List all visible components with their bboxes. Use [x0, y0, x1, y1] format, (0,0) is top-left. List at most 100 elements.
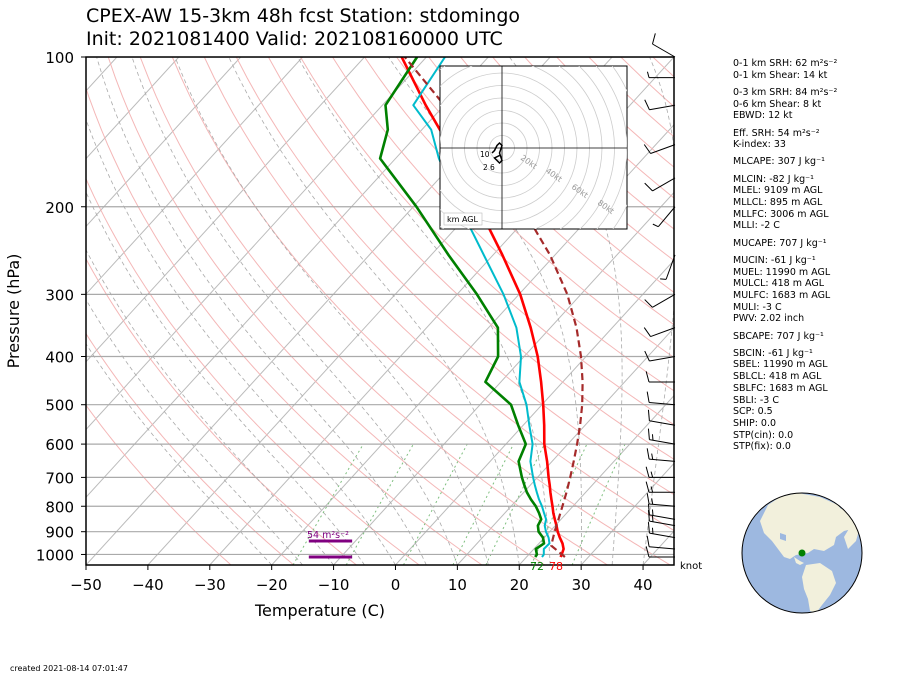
- x-tick-label: −20: [256, 576, 288, 594]
- dry-adiabat: [107, 57, 546, 565]
- index-row: SBLFC: 1683 m AGL: [733, 382, 828, 394]
- x-tick-label: −40: [132, 576, 164, 594]
- x-tick-label: 10: [448, 576, 467, 594]
- hodograph-level-label: 10: [480, 150, 490, 159]
- isotherm-line: [86, 57, 365, 363]
- index-row: 0-1 km Shear: 14 kt: [733, 69, 828, 81]
- wind-barb: [643, 327, 676, 338]
- moist-adiabat: [228, 57, 520, 565]
- wind-barb: [652, 33, 676, 58]
- y-axis-label: Pressure (hPa): [4, 254, 23, 369]
- index-row: MUCIN: -61 J kg⁻¹: [733, 254, 816, 266]
- dry-adiabat: [86, 177, 420, 565]
- mixing-ratio-line: [292, 443, 364, 565]
- wind-barb: [646, 391, 676, 406]
- moist-adiabat: [86, 118, 396, 565]
- index-row: MULCL: 418 m AGL: [733, 278, 825, 290]
- x-tick-label: −10: [318, 576, 350, 594]
- wind-barb: [652, 206, 676, 228]
- wind-barb: [646, 535, 676, 550]
- wind-barb: [647, 510, 676, 527]
- moist-adiabat: [642, 57, 674, 565]
- created-timestamp: created 2021-08-14 07:01:47: [10, 664, 128, 673]
- isotherm-line: [395, 259, 674, 565]
- hodograph-level-label: 6: [490, 163, 495, 172]
- index-row: MLCIN: -82 J kg⁻¹: [733, 173, 814, 185]
- x-axis-label: Temperature (C): [254, 601, 385, 620]
- index-row: MLLI: -2 C: [733, 220, 780, 232]
- dry-adiabat: [428, 57, 674, 293]
- plot-frame: [85, 56, 675, 566]
- wind-barb: [645, 546, 675, 558]
- wind-barb: [643, 144, 676, 154]
- index-row: STP(cin): 0.0: [733, 429, 794, 441]
- station-marker: [798, 549, 806, 557]
- wind-barb: [647, 522, 676, 539]
- wind-barb: [645, 371, 675, 383]
- srh-label: 54 m²s⁻²: [307, 530, 349, 541]
- moist-adiabat: [297, 57, 551, 565]
- wetbulb-profile: [412, 57, 551, 558]
- isotherm-line: [580, 462, 674, 565]
- wind-barb: [644, 350, 676, 362]
- y-tick-label: 700: [45, 469, 74, 487]
- moist-adiabat: [131, 57, 458, 565]
- wind-barb: [660, 254, 676, 280]
- hodograph-level-label: 2: [483, 163, 488, 172]
- dry-adiabat: [139, 57, 608, 565]
- dry-adiabat: [364, 57, 674, 359]
- chart-title-line2: Init: 2021081400 Valid: 202108160000 UTC: [86, 28, 503, 50]
- srh-bars: [308, 539, 353, 559]
- hodograph-corner-label: km AGL: [447, 215, 479, 224]
- isotherm-line: [271, 123, 674, 565]
- wind-barb: [646, 448, 676, 462]
- index-row: K-index: 33: [733, 139, 786, 151]
- axes: −50 −40 −30 −20 −10 0 10 20 30 40 100 200 300 400 500 6…: [36, 49, 675, 594]
- temperature-profile: [400, 57, 565, 558]
- y-tick-label: 100: [45, 49, 74, 67]
- moist-adiabat: [86, 191, 365, 565]
- y-tick-label: 800: [45, 498, 74, 516]
- x-tick-label: 0: [391, 576, 401, 594]
- y-tick-label: 500: [45, 397, 74, 415]
- index-row: MULFC: 1683 m AGL: [733, 289, 831, 301]
- index-row: SBLCL: 418 m AGL: [733, 371, 822, 383]
- mixing-ratio-line: [452, 443, 514, 565]
- wind-barb: [645, 481, 675, 493]
- isotherm-line: [86, 57, 242, 228]
- isotherm-line: [86, 57, 180, 160]
- moist-adiabat: [86, 343, 272, 565]
- index-row: MLCAPE: 307 J kg⁻¹: [733, 156, 825, 168]
- dry-adiabat: [86, 86, 483, 565]
- dewpoint-profile: [378, 57, 546, 558]
- mixing-ratio-line: [530, 443, 588, 565]
- dry-adiabat: [86, 332, 295, 565]
- index-row: MUCAPE: 707 J kg⁻¹: [733, 237, 827, 249]
- index-row: STP(fix): 0.0: [733, 441, 791, 453]
- index-row: SBCAPE: 707 J kg⁻¹: [733, 330, 824, 342]
- index-row: MULI: -3 C: [733, 301, 782, 313]
- isotherm-line: [86, 57, 427, 431]
- dry-adiabat: [86, 404, 232, 565]
- index-row: MLLCL: 895 m AGL: [733, 197, 823, 208]
- hodograph-trace: [491, 141, 503, 165]
- index-row: 0-3 km SRH: 84 m²s⁻²: [733, 86, 838, 98]
- y-tick-label: 300: [45, 286, 74, 304]
- index-row: SBLI: -3 C: [733, 394, 779, 406]
- index-row: MLLFC: 3006 m AGL: [733, 208, 829, 220]
- wind-barb: [647, 409, 676, 426]
- dry-adiabat: [396, 57, 674, 326]
- isotherm-line: [86, 57, 489, 499]
- x-tick-label: 30: [572, 576, 591, 594]
- wind-barb: [644, 99, 676, 111]
- y-tick-label: 200: [45, 199, 74, 217]
- index-row: SCP: 0.5: [733, 406, 773, 418]
- index-row: MLEL: 9109 m AGL: [733, 185, 823, 197]
- dry-adiabat: [267, 57, 674, 460]
- isobar-grid: [86, 57, 674, 556]
- moist-adiabat: [174, 57, 489, 565]
- x-tick-label: 20: [510, 576, 529, 594]
- mixing-ratio-line: [571, 443, 626, 565]
- x-tick-label: −50: [70, 576, 102, 594]
